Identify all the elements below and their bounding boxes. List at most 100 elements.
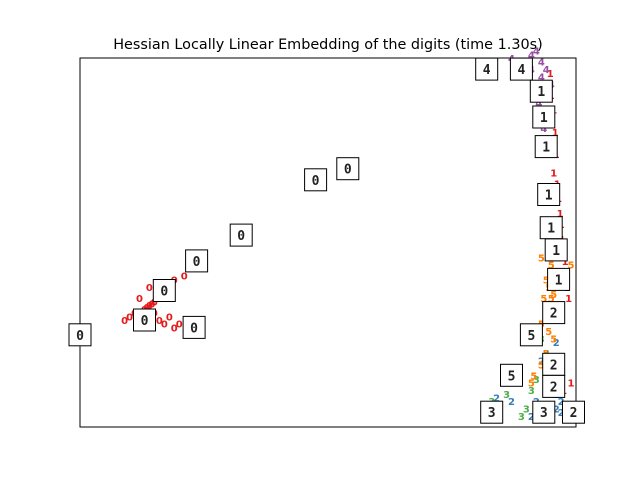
thumbnail-frame [544,238,568,262]
thumbnail-digit-image: 0 [160,285,168,300]
data-point-digit-0: 0 [121,316,128,327]
data-point-digit-1: 1 [565,294,572,305]
data-point-digit-1: 1 [562,257,569,268]
data-point-digit-5: 5 [543,275,550,286]
thumbnail-frame [532,400,556,424]
data-point-digit-2: 2 [538,357,545,368]
digit-thumbnail-0: 0 [152,279,176,302]
thumbnail-digit-image: 0 [76,329,84,344]
digit-thumbnail-1: 1 [529,79,553,103]
thumbnail-frame [480,400,504,424]
thumbnail-frame [68,323,92,347]
digit-thumbnail-3: 3 [532,400,556,424]
plot-area: 0000000000000000000000001111111111111111… [68,47,585,428]
thumbnail-digit-image: 4 [483,63,491,78]
digit-thumbnail-2: 2 [562,400,585,424]
data-point-digit-1: 1 [568,379,575,390]
data-point-digit-2: 2 [493,394,500,405]
thumbnail-frame [182,315,206,339]
thumbnail-digit-image: 0 [237,229,245,244]
thumbnail-frame [532,105,556,129]
digit-thumbnail-3: 3 [480,400,504,424]
digit-thumbnail-1: 1 [539,216,563,240]
digit-thumbnail-1: 1 [537,183,561,206]
data-point-digit-4: 4 [528,50,535,61]
data-point-digit-5: 5 [538,253,545,264]
data-point-digit-4: 4 [538,72,545,83]
data-point-digit-5: 5 [550,290,557,301]
digit-thumbnail-0: 0 [304,168,328,192]
data-point-digit-0: 0 [146,301,153,312]
data-point-digit-2: 2 [553,405,560,416]
thumbnail-frame [509,57,533,81]
digit-thumbnail-0: 0 [182,315,206,339]
thumbnail-digit-image: 2 [550,380,558,395]
data-point-digit-5: 5 [548,294,555,305]
digit-thumbnail-1: 1 [547,267,571,291]
thumbnail-frame [534,135,558,159]
data-point-digit-4: 4 [540,124,547,135]
thumbnail-digit-image: 0 [193,255,201,270]
thumbnail-digit-image: 1 [540,111,548,126]
thumbnail-digit-image: 5 [508,369,516,384]
data-point-digit-0: 0 [146,283,153,294]
data-point-digit-4: 4 [543,65,550,76]
thumbnail-digit-image: 4 [517,63,525,78]
digit-thumbnail-0: 0 [336,157,360,181]
digit-thumbnail-2: 2 [542,352,566,376]
thumbnail-digit-image: 0 [312,174,320,189]
digit-thumbnail-0: 0 [133,308,156,332]
data-point-digit-5: 5 [528,379,535,390]
data-point-digit-0: 0 [136,294,143,305]
data-point-digit-5: 5 [538,360,545,371]
data-point-digit-3: 3 [523,405,530,416]
data-point-digit-5: 5 [550,334,557,345]
thumbnail-frame [500,363,523,387]
thumbnail-frame [529,79,553,103]
digit-thumbnail-0: 0 [229,223,253,247]
data-point-digit-0: 0 [181,272,188,283]
data-point-digit-0: 0 [156,316,163,327]
thumbnail-digit-image: 2 [550,307,558,322]
thumbnail-digit-image: 2 [570,406,578,421]
thumbnail-digit-image: 1 [547,222,555,237]
thumbnail-digit-image: 1 [555,273,563,288]
thumbnail-digit-image: 1 [542,141,550,156]
thumbnail-frame [304,168,328,192]
data-point-digit-1: 1 [552,128,559,139]
digit-thumbnail-0: 0 [68,323,92,347]
thumbnail-digit-image: 3 [540,406,548,421]
data-point-digit-5: 5 [548,261,555,272]
data-point-digit-3: 3 [503,390,510,401]
data-point-digit-0: 0 [148,299,155,310]
data-point-digit-4: 4 [535,98,542,109]
data-point-digit-2: 2 [508,397,515,408]
digit-thumbnail-5: 5 [500,363,523,387]
thumbnail-frame [542,374,566,398]
data-point-digit-1: 1 [557,209,564,220]
digit-thumbnail-2: 2 [542,374,566,398]
thumbnail-digit-image: 0 [190,321,198,336]
digit-thumbnail-4: 4 [509,57,533,81]
digit-thumbnail-1: 1 [534,135,558,159]
digit-thumbnail-2: 2 [542,301,566,325]
thumbnail-frame [519,323,543,347]
thumbnail-frame [229,223,253,247]
thumbnail-frame [152,279,176,302]
data-point-digit-5: 5 [540,294,547,305]
data-point-digit-2: 2 [558,408,565,419]
thumbnail-digit-image: 3 [488,406,496,421]
thumbnail-digit-image: 5 [527,329,535,344]
data-point-digit-2: 2 [528,412,535,423]
thumbnail-digit-image: 1 [537,85,545,100]
thumbnail-digit-image: 2 [550,358,558,373]
thumbnail-digit-image: 1 [545,189,553,204]
data-point-digit-0: 0 [171,323,178,334]
data-point-digit-1: 1 [550,168,557,179]
thumbnail-frame [475,57,499,81]
data-point-digit-1: 1 [547,69,554,80]
data-point-digit-0: 0 [161,320,168,331]
thumbnail-digit-image: 1 [552,244,560,259]
